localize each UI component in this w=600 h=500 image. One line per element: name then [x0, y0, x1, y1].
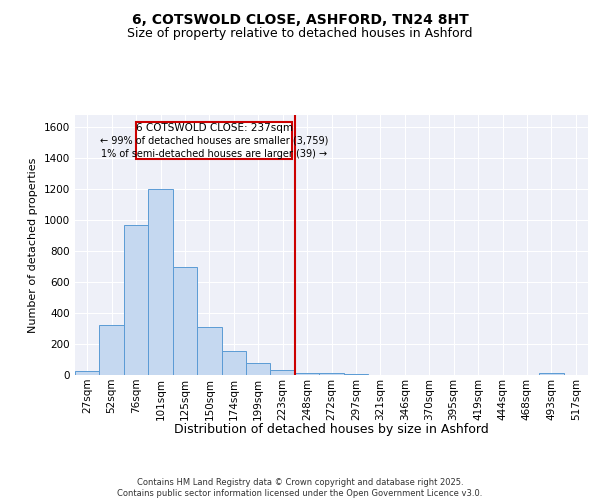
Bar	[148, 190, 173, 375]
Bar	[344, 374, 368, 375]
Bar	[221, 351, 246, 375]
Bar	[319, 374, 344, 375]
Text: 1% of semi-detached houses are larger (39) →: 1% of semi-detached houses are larger (3…	[101, 148, 328, 158]
Bar	[271, 370, 295, 375]
Text: 6 COTSWOLD CLOSE: 237sqm: 6 COTSWOLD CLOSE: 237sqm	[136, 122, 293, 132]
Bar	[539, 374, 563, 375]
Text: ← 99% of detached houses are smaller (3,759): ← 99% of detached houses are smaller (3,…	[100, 136, 328, 145]
Text: 6, COTSWOLD CLOSE, ASHFORD, TN24 8HT: 6, COTSWOLD CLOSE, ASHFORD, TN24 8HT	[131, 12, 469, 26]
Text: Size of property relative to detached houses in Ashford: Size of property relative to detached ho…	[127, 28, 473, 40]
Bar	[197, 327, 221, 375]
Bar	[75, 371, 100, 375]
Bar	[173, 266, 197, 375]
Y-axis label: Number of detached properties: Number of detached properties	[28, 158, 38, 332]
Bar	[295, 372, 319, 375]
FancyBboxPatch shape	[136, 122, 292, 159]
Bar	[246, 364, 271, 375]
Text: Contains HM Land Registry data © Crown copyright and database right 2025.
Contai: Contains HM Land Registry data © Crown c…	[118, 478, 482, 498]
X-axis label: Distribution of detached houses by size in Ashford: Distribution of detached houses by size …	[174, 422, 489, 436]
Bar	[100, 324, 124, 375]
Bar	[124, 225, 148, 375]
